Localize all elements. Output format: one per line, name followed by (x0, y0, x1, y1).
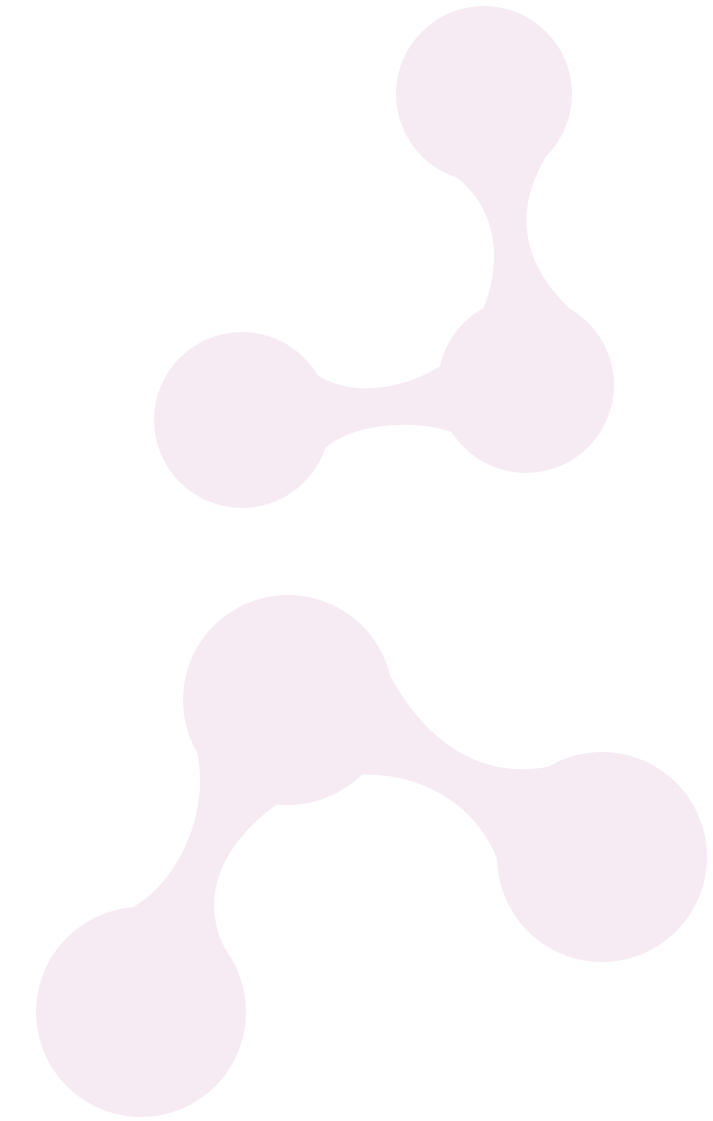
molecule-bond-right (355, 655, 572, 868)
molecule-node-left (36, 907, 246, 1117)
molecule-node-top (396, 6, 572, 182)
molecule-node-center (183, 595, 393, 805)
molecule-bond-left (128, 745, 283, 957)
molecule-node-right (497, 752, 707, 962)
molecule-node-left (154, 332, 330, 508)
molecule-bond-left (305, 365, 462, 450)
molecule-bond-top (446, 150, 586, 321)
molecule-graphic-top (154, 6, 614, 508)
molecule-graphic-bottom (36, 595, 707, 1117)
molecule-node-right (438, 297, 614, 473)
